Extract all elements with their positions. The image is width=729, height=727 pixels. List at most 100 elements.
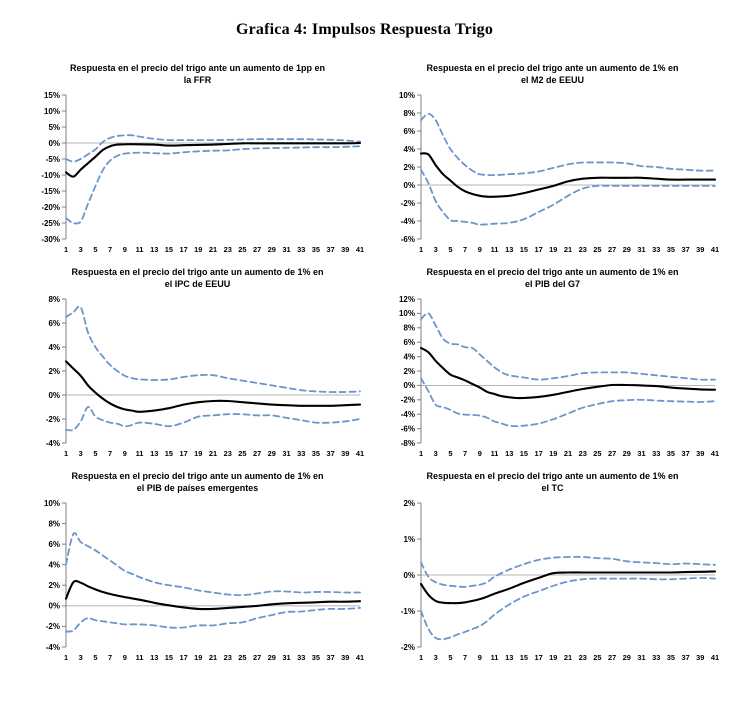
x-tick-label: 11 [491,653,499,662]
x-tick-label: 1 [64,245,68,254]
y-tick-label: -10% [41,171,60,180]
x-tick-label: 15 [520,653,528,662]
x-tick-label: 39 [696,245,704,254]
y-tick-label: 0% [403,381,415,390]
x-tick-label: 27 [253,653,261,662]
y-tick-label: 2% [48,581,60,590]
x-tick-label: 7 [463,245,467,254]
x-tick-label: 29 [623,653,631,662]
x-tick-label: 15 [520,449,528,458]
y-tick-label: 4% [403,352,415,361]
chart-title-line1: Respuesta en el precio del trigo ante un… [71,471,324,481]
series-lower_band [420,576,716,641]
x-tick-label: 39 [696,449,704,458]
x-tick-label: 19 [549,449,557,458]
chart-title-line2: el IPC de EEUU [164,278,231,289]
chart-title-line1: Respuesta en el precio del trigo ante un… [426,63,679,73]
x-tick-label: 11 [136,653,144,662]
chart-canvas: 10%8%6%4%2%0%-2%-4%1 3 5 7 9 11 13 15 17 19 21 23 25… [44,499,364,662]
x-tick-label: 3 [79,449,83,458]
x-tick-label: 23 [579,245,587,254]
x-tick-label: 9 [123,245,127,254]
x-tick-label: 13 [150,449,158,458]
series-response_mean [64,360,362,413]
x-tick-label: 33 [652,449,660,458]
x-tick-label: 11 [136,245,144,254]
x-tick-label: 21 [209,653,217,662]
x-tick-label: 37 [681,449,689,458]
x-tick-label: 13 [505,653,513,662]
y-tick-label: -2% [401,199,415,208]
x-tick-label: 13 [150,245,158,254]
x-tick-label: 23 [579,449,587,458]
x-tick-label: 31 [637,653,645,662]
x-tick-label: 7 [463,449,467,458]
x-tick-label: 5 [448,653,452,662]
y-tick-label: -4% [46,439,60,448]
chart-plot-pib-emergentes: 10% 8% 6% 4% 2% 0% -2% -4% 1 3 5 7 9 11 13 15 17 19 21 23 25… [29,498,366,664]
chart-plot-ipc: 8% 6% 4% 2% 0% -2% -4% 1 3 5 7 9 11 13 15 17 19 21 23 25 27 2… [29,294,366,460]
chart-canvas: 12%10%8%6%4%2%0%-2%-4%-6%-8%1 3 5 7 9 11 13 15 1… [399,295,719,458]
y-tick-label: 2% [403,163,415,172]
x-tick-label: 25 [593,245,601,254]
chart-panel-tc: Respuesta en el precio del trigo ante un… [384,471,721,664]
x-tick-label: 39 [696,653,704,662]
x-tick-label: 5 [448,449,452,458]
chart-title-line1: Respuesta en el precio del trigo ante un… [426,267,679,277]
x-tick-label: 37 [681,245,689,254]
x-tick-label: 37 [326,653,334,662]
x-tick-label: 21 [209,449,217,458]
series-upper_band [420,112,716,177]
x-tick-label: 33 [297,245,305,254]
x-tick-label: 41 [356,245,364,254]
chart-title-pib-emergentes: Respuesta en el precio del trigo ante un… [29,471,366,495]
x-tick-label: 7 [108,653,112,662]
x-tick-label: 19 [194,245,202,254]
x-tick-label: 17 [534,449,542,458]
x-tick-label: 17 [534,245,542,254]
series-upper_band [420,555,716,588]
y-tick-label: -2% [46,415,60,424]
chart-title-ffr: Respuesta en el precio del trigo ante un… [29,63,366,87]
series-lower_band [420,377,716,427]
y-tick-label: -6% [401,235,415,244]
y-tick-label: 15% [44,91,60,100]
x-tick-label: 41 [711,245,719,254]
y-tick-label: -4% [401,410,415,419]
series-response_mean [419,346,717,400]
x-tick-label: 1 [419,245,423,254]
y-tick-label: 0% [403,181,415,190]
series-response_mean [419,152,717,198]
series-lower_band [65,145,361,225]
series-upper_band [65,532,361,597]
x-tick-label: 27 [608,449,616,458]
x-tick-label: 23 [224,449,232,458]
chart-title-line2: el PIB del G7 [524,278,581,289]
y-tick-label: 8% [403,324,415,333]
y-tick-label: -1% [401,607,415,616]
y-tick-label: 0% [48,391,60,400]
chart-plot-tc: 2% 1% 0% -1% -2% 1 3 5 7 9 11 13 15 17 19 21 23 25 27 29 31 3… [384,498,721,664]
y-tick-label: 6% [403,338,415,347]
x-tick-label: 25 [238,449,246,458]
x-tick-label: 35 [667,245,675,254]
y-tick-label: 2% [403,367,415,376]
x-tick-label: 3 [434,653,438,662]
x-tick-label: 13 [505,449,513,458]
y-tick-label: -5% [46,155,60,164]
y-tick-label: -2% [401,643,415,652]
y-tick-label: -30% [41,235,60,244]
x-tick-label: 17 [179,653,187,662]
x-tick-label: 37 [326,449,334,458]
x-tick-label: 27 [253,245,261,254]
x-tick-label: 15 [165,653,173,662]
chart-canvas: 10%8%6%4%2%0%-2%-4%-6%1 3 5 7 9 11 13 15 17 19 21 2… [399,91,719,254]
y-tick-label: 6% [403,127,415,136]
y-tick-label: 6% [48,319,60,328]
x-tick-label: 19 [549,245,557,254]
y-tick-label: 8% [48,295,60,304]
x-tick-label: 35 [312,653,320,662]
x-tick-label: 5 [93,653,97,662]
x-tick-label: 33 [297,653,305,662]
x-tick-label: 35 [312,245,320,254]
